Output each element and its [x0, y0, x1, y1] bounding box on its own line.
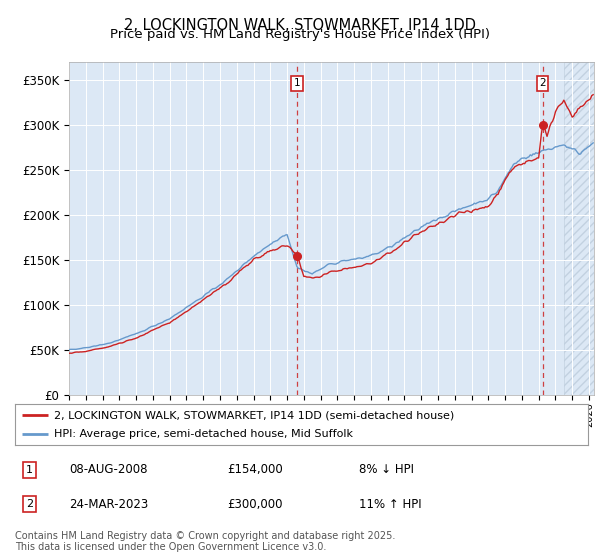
Text: 2: 2 — [539, 78, 546, 88]
Text: 08-AUG-2008: 08-AUG-2008 — [70, 464, 148, 477]
Text: £300,000: £300,000 — [227, 498, 283, 511]
Text: 2, LOCKINGTON WALK, STOWMARKET, IP14 1DD (semi-detached house): 2, LOCKINGTON WALK, STOWMARKET, IP14 1DD… — [54, 410, 454, 421]
Text: 11% ↑ HPI: 11% ↑ HPI — [359, 498, 421, 511]
Text: £154,000: £154,000 — [227, 464, 283, 477]
Text: Price paid vs. HM Land Registry's House Price Index (HPI): Price paid vs. HM Land Registry's House … — [110, 28, 490, 41]
Text: 2, LOCKINGTON WALK, STOWMARKET, IP14 1DD: 2, LOCKINGTON WALK, STOWMARKET, IP14 1DD — [124, 18, 476, 32]
Text: 1: 1 — [294, 78, 301, 88]
Bar — [564, 62, 594, 395]
Text: 1: 1 — [26, 465, 33, 475]
Bar — [564, 62, 594, 395]
Text: Contains HM Land Registry data © Crown copyright and database right 2025.
This d: Contains HM Land Registry data © Crown c… — [15, 531, 395, 553]
Text: 24-MAR-2023: 24-MAR-2023 — [70, 498, 149, 511]
Text: 2: 2 — [26, 499, 33, 509]
Text: 8% ↓ HPI: 8% ↓ HPI — [359, 464, 414, 477]
Text: HPI: Average price, semi-detached house, Mid Suffolk: HPI: Average price, semi-detached house,… — [54, 429, 353, 439]
